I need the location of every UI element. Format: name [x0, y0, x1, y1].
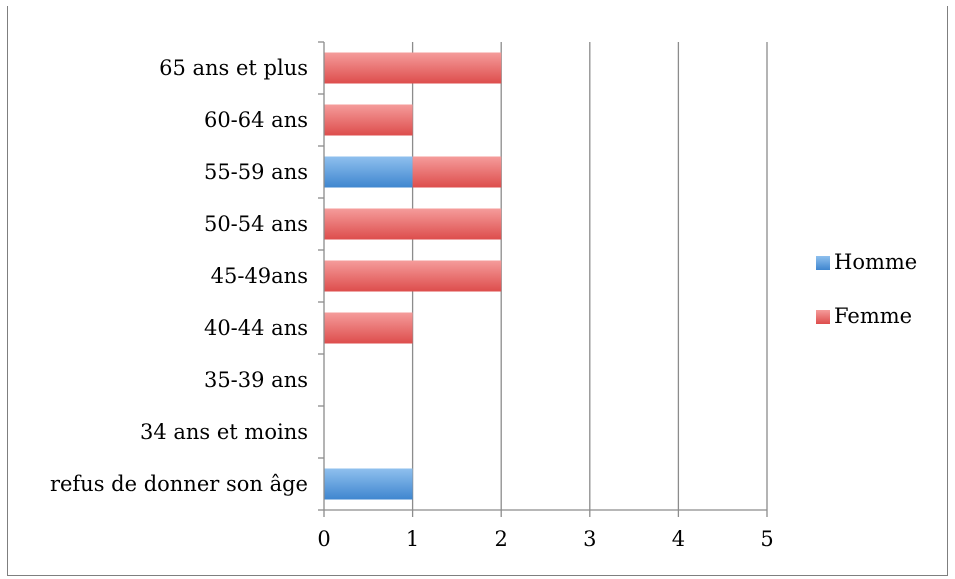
- category-labels: refus de donner son âge 34 ans et moins 35…: [50, 56, 308, 496]
- category-label-45-49ans: 45-49ans: [211, 264, 308, 288]
- category-label-60-64-ans: 60-64 ans: [204, 108, 308, 132]
- axes: [318, 41, 768, 517]
- category-label-refus-de-donner-son-age: refus de donner son âge: [50, 472, 308, 496]
- bar-homme-refus-de-donner-son-age: [324, 468, 413, 500]
- bar-femme-60-64-ans: [324, 104, 413, 136]
- bar-femme-45-49ans: [324, 260, 502, 292]
- bar-femme-50-54-ans: [324, 208, 502, 240]
- x-tick-label-1: 1: [406, 527, 419, 551]
- gridlines: [411, 42, 768, 510]
- legend-swatch-homme: [816, 256, 830, 270]
- x-tick-label-0: 0: [317, 527, 330, 551]
- category-label-40-44-ans: 40-44 ans: [204, 316, 308, 340]
- bars: [324, 52, 502, 500]
- bar-femme-55-59-ans: [412, 156, 502, 188]
- bar-femme-40-44-ans: [324, 312, 413, 344]
- category-label-55-59-ans: 55-59 ans: [204, 160, 308, 184]
- category-label-35-39-ans: 35-39 ans: [204, 368, 308, 392]
- legend-label-homme: Homme: [834, 250, 917, 274]
- tick-labels: 0 1 2 3 4 5: [317, 527, 773, 551]
- bar-femme-65-ans-et-plus: [324, 52, 502, 84]
- x-tick-label-2: 2: [495, 527, 508, 551]
- legend-label-femme: Femme: [834, 304, 912, 328]
- legend: Homme Femme: [816, 250, 917, 328]
- x-tick-label-5: 5: [760, 527, 773, 551]
- category-label-65-ans-et-plus: 65 ans et plus: [159, 56, 308, 80]
- chart-frame: refus de donner son âge 34 ans et moins 35…: [7, 6, 948, 576]
- x-tick-label-3: 3: [583, 527, 596, 551]
- legend-swatch-femme: [816, 310, 830, 324]
- category-label-34-ans-et-moins: 34 ans et moins: [140, 420, 308, 444]
- x-tick-label-4: 4: [672, 527, 685, 551]
- bar-homme-55-59-ans: [324, 156, 413, 188]
- category-label-50-54-ans: 50-54 ans: [204, 212, 308, 236]
